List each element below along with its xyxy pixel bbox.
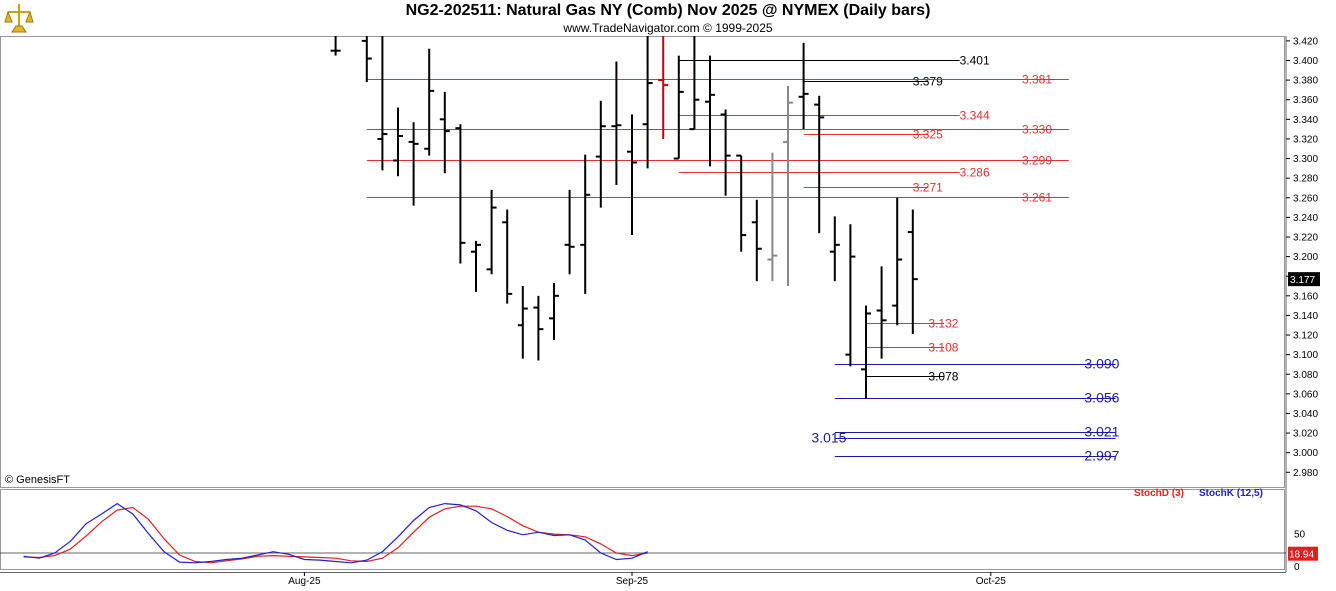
- stoch-last-value-box: [1288, 546, 1318, 561]
- y-tick-label: 3.080: [1293, 370, 1318, 381]
- stoch-series-line: [23, 505, 648, 564]
- level-label: 3.344: [960, 109, 990, 123]
- x-tick-label: Sep-25: [616, 576, 649, 587]
- stoch-k-legend: StochK (12,5): [1199, 488, 1263, 499]
- level-label: 3.271: [913, 181, 943, 195]
- last-price-box: [1288, 272, 1320, 287]
- level-label: 3.381: [1022, 73, 1052, 87]
- stoch-series-line: [23, 502, 648, 564]
- chart-header: NG2-202511: Natural Gas NY (Comb) Nov 20…: [0, 0, 1336, 36]
- last-price-label: 3.177: [1290, 275, 1315, 286]
- stoch-last-value-label: 18.94: [1289, 550, 1314, 561]
- y-tick-label: 3.000: [1293, 448, 1318, 459]
- level-label: 3.330: [1022, 123, 1052, 137]
- chart-title: NG2-202511: Natural Gas NY (Comb) Nov 20…: [405, 2, 931, 19]
- stoch-y-tick-label: 0: [1294, 562, 1300, 573]
- level-label: 3.299: [1022, 154, 1052, 168]
- level-label: 3.108: [928, 341, 958, 355]
- stoch-d-legend: StochD (3): [1134, 488, 1184, 499]
- y-tick-label: 3.060: [1293, 389, 1318, 400]
- level-label: 3.021: [1084, 424, 1119, 440]
- level-label: 3.078: [928, 370, 958, 384]
- y-tick-label: 3.260: [1293, 193, 1318, 204]
- level-label: 3.015: [811, 430, 846, 446]
- price-plot-frame: [0, 36, 1285, 488]
- y-tick-label: 3.020: [1293, 429, 1318, 440]
- x-tick-label: Oct-25: [976, 576, 1006, 587]
- level-label: 3.090: [1084, 356, 1119, 372]
- y-tick-label: 3.160: [1293, 291, 1318, 302]
- stoch-y-tick-label: 50: [1294, 530, 1306, 541]
- level-label: 3.056: [1084, 390, 1119, 406]
- y-tick-label: 3.220: [1293, 232, 1318, 243]
- y-tick-label: 3.200: [1293, 252, 1318, 263]
- y-tick-label: 3.040: [1293, 409, 1318, 420]
- stoch-plot-frame: [0, 489, 1285, 570]
- level-label: 3.325: [913, 128, 943, 142]
- y-tick-label: 3.140: [1293, 311, 1318, 322]
- y-tick-label: 3.340: [1293, 115, 1318, 126]
- y-tick-label: 3.120: [1293, 331, 1318, 342]
- y-tick-label: 3.300: [1293, 154, 1318, 165]
- y-tick-label: 3.320: [1293, 134, 1318, 145]
- level-label: 3.401: [960, 54, 990, 68]
- level-label: 3.286: [960, 166, 990, 180]
- y-tick-label: 3.100: [1293, 350, 1318, 361]
- y-tick-label: 3.400: [1293, 56, 1318, 67]
- trade-navigator-logo-icon: [4, 2, 34, 34]
- level-label: 2.997: [1084, 448, 1119, 464]
- chart-subtitle: www.TradeNavigator.com © 1999-2025: [563, 21, 773, 35]
- y-tick-label: 2.980: [1293, 468, 1318, 479]
- y-tick-label: 3.280: [1293, 174, 1318, 185]
- y-tick-label: 3.360: [1293, 95, 1318, 106]
- copyright-label: © GenesisFT: [5, 474, 70, 486]
- y-tick-label: 3.380: [1293, 76, 1318, 87]
- y-tick-label: 3.240: [1293, 213, 1318, 224]
- x-tick-label: Aug-25: [288, 576, 321, 587]
- level-label: 3.379: [913, 75, 943, 89]
- level-label: 3.132: [928, 317, 958, 331]
- level-label: 3.261: [1022, 191, 1052, 205]
- y-tick-label: 3.420: [1293, 36, 1318, 47]
